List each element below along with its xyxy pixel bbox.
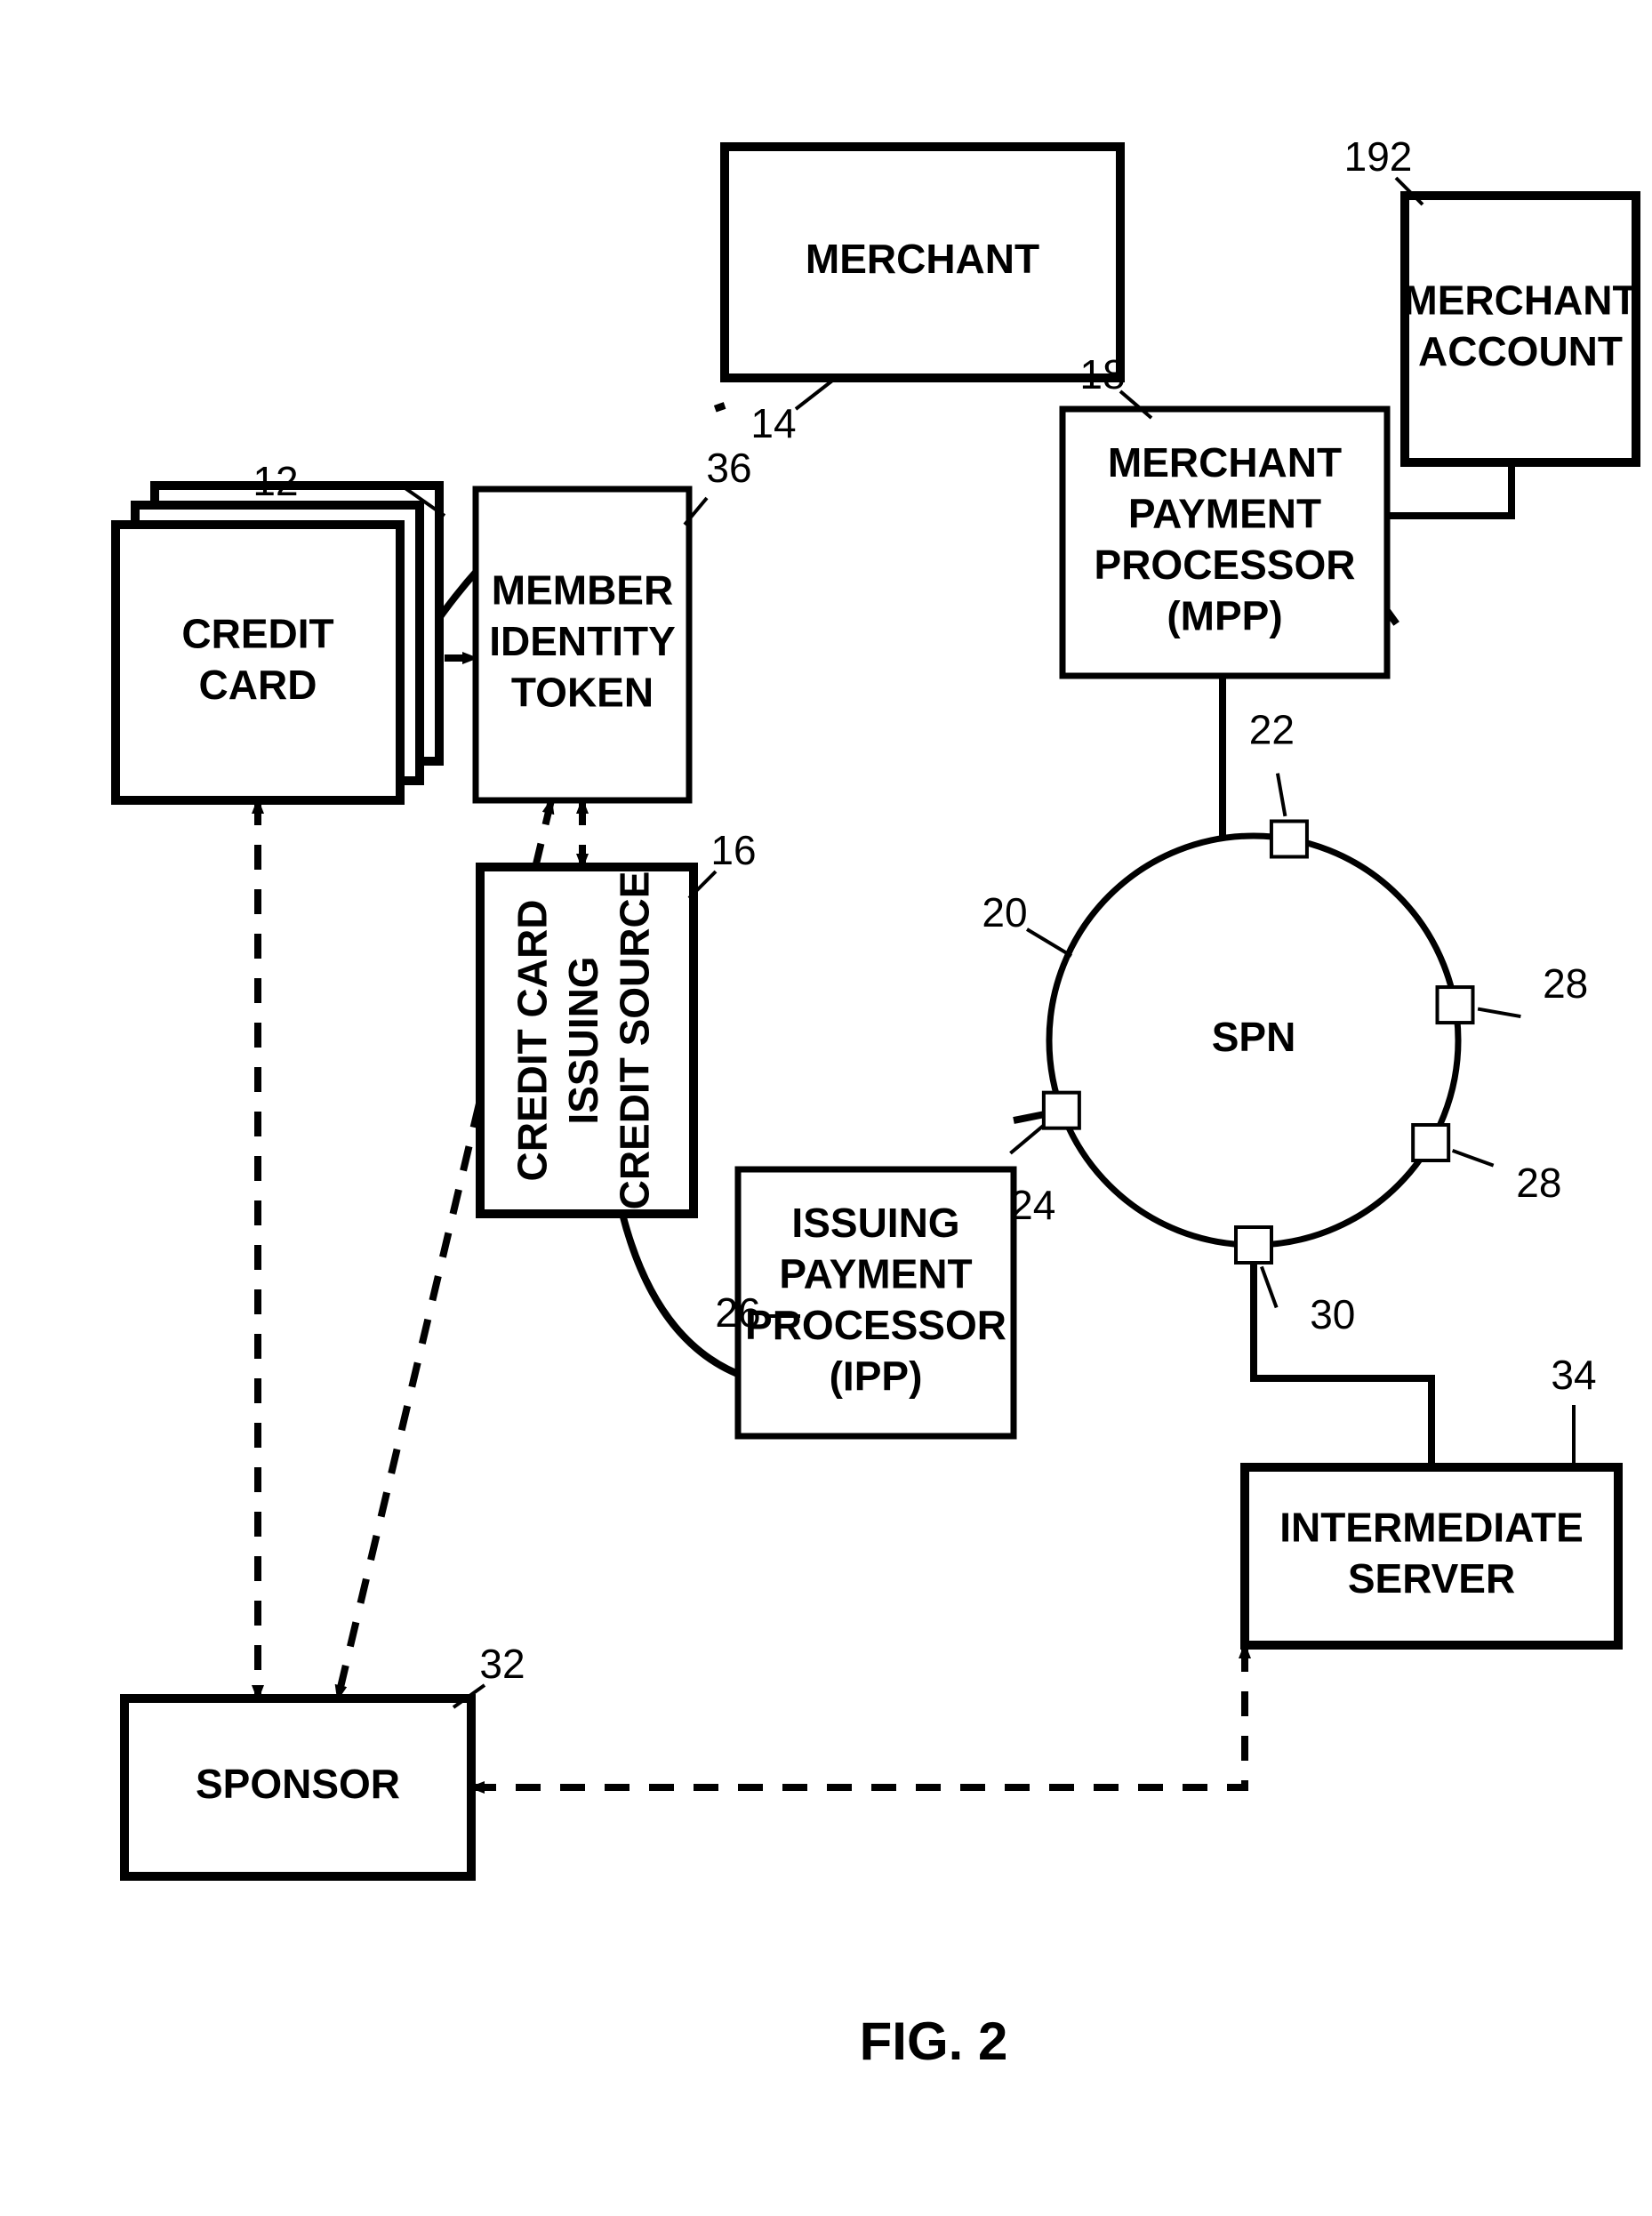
node-label: CARD (199, 662, 317, 708)
node-label: CREDIT SOURCE (612, 871, 658, 1210)
node-sponsor: SPONSOR (124, 1698, 471, 1876)
ref-12: 12 (253, 458, 298, 504)
node-label: PAYMENT (779, 1250, 972, 1297)
ref-30: 30 (1310, 1291, 1355, 1337)
node-label: TOKEN (511, 670, 654, 716)
figure-caption: FIG. 2 (860, 2011, 1008, 2071)
spn-port-28 (1438, 987, 1473, 1023)
node-label: MERCHANT (1108, 439, 1342, 486)
node-label: ISSUING (560, 956, 606, 1124)
node-ccics: CREDIT CARDISSUINGCREDIT SOURCE (480, 867, 694, 1214)
ref-lead (1453, 1151, 1494, 1166)
ref-20: 20 (982, 889, 1027, 935)
node-mpp: MERCHANTPAYMENT PROCESSOR(MPP) (1063, 409, 1387, 676)
node-label: (MPP) (1167, 592, 1282, 638)
ref-34: 34 (1551, 1352, 1596, 1398)
node-label: CREDIT CARD (509, 900, 556, 1182)
ref-18: 18 (1079, 351, 1125, 397)
node-label: SPONSOR (196, 1761, 400, 1807)
node-label: (IPP) (830, 1353, 923, 1399)
ref-24: 24 (1010, 1182, 1055, 1228)
edge (1254, 1249, 1431, 1467)
ref-32: 32 (479, 1641, 525, 1687)
node-label: PROCESSOR (745, 1302, 1006, 1348)
ref-192: 192 (1344, 133, 1413, 180)
node-merchant_account: MERCHANT ACCOUNT (1403, 196, 1637, 462)
ref-26: 26 (715, 1289, 760, 1336)
node-label: MEMBER (492, 567, 673, 614)
merchant-loop-arc (715, 405, 725, 409)
node-ipp: ISSUINGPAYMENT PROCESSOR (IPP) (738, 1169, 1014, 1436)
node-label: ACCOUNT (1418, 328, 1623, 374)
spn-port-30 (1236, 1227, 1271, 1263)
ref-lead (796, 378, 836, 409)
ref-lead (1478, 1009, 1520, 1017)
spn-label: SPN (1212, 1014, 1296, 1060)
node-label: SERVER (1348, 1555, 1515, 1602)
spn-port-28 (1413, 1125, 1448, 1160)
node-member_token: MEMBERIDENTITY TOKEN (476, 489, 689, 800)
ref-lead (1010, 1125, 1044, 1152)
node-label: INTERMEDIATE (1279, 1504, 1584, 1550)
spn-port-22 (1271, 821, 1307, 856)
spn-port-24 (1044, 1093, 1079, 1128)
node-label: IDENTITY (489, 618, 676, 664)
ref-lead (1262, 1266, 1277, 1307)
ref-14: 14 (750, 400, 796, 446)
node-credit_card: CREDIT CARD (116, 486, 439, 800)
edge (471, 1645, 1245, 1787)
edge (1387, 462, 1512, 516)
node-label: ISSUING (791, 1200, 959, 1246)
node-label: PROCESSOR (1095, 542, 1356, 588)
node-label: PAYMENT (1128, 490, 1321, 536)
ref-36: 36 (706, 445, 751, 491)
ref-22: 22 (1249, 706, 1295, 752)
ref-28: 28 (1516, 1160, 1561, 1206)
ref-28: 28 (1543, 960, 1588, 1007)
ref-16: 16 (710, 827, 756, 873)
node-label: MERCHANT (1403, 277, 1637, 323)
ref-lead (1027, 929, 1071, 956)
ref-lead (1278, 774, 1286, 816)
node-merchant: MERCHANT (725, 147, 1120, 378)
node-label: CREDIT (181, 610, 333, 656)
node-intermediate_server: INTERMEDIATE SERVER (1245, 1467, 1618, 1645)
node-label: MERCHANT (806, 236, 1039, 282)
